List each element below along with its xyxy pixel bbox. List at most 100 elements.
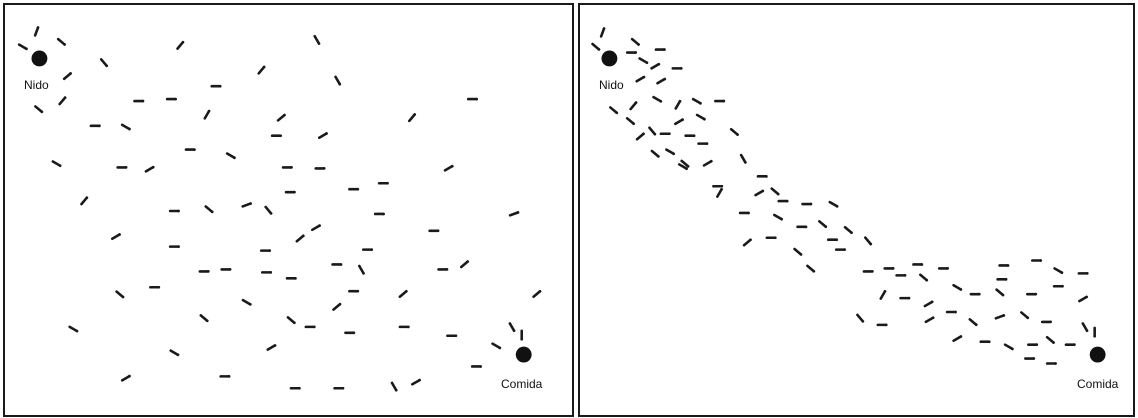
ant-icon bbox=[283, 166, 293, 169]
ant-icon bbox=[636, 132, 645, 140]
ants-random-layer bbox=[5, 5, 572, 415]
ant-icon bbox=[656, 48, 666, 51]
ant-icon bbox=[774, 214, 784, 221]
ant-icon bbox=[779, 200, 789, 203]
ant-icon bbox=[258, 65, 266, 74]
ant-icon bbox=[52, 160, 62, 167]
ant-icon bbox=[998, 278, 1008, 281]
ant-icon bbox=[971, 293, 981, 296]
ant-icon bbox=[666, 148, 676, 155]
ant-icon bbox=[200, 270, 210, 273]
ant-icon bbox=[379, 182, 389, 185]
ant-icon bbox=[675, 118, 685, 125]
ant-icon bbox=[913, 263, 923, 266]
ant-icon bbox=[242, 202, 252, 208]
ant-icon bbox=[150, 286, 160, 289]
ant-icon bbox=[222, 268, 232, 271]
ant-icon bbox=[34, 26, 40, 36]
ant-icon bbox=[468, 98, 478, 101]
ant-icon bbox=[836, 248, 846, 251]
ant-icon bbox=[626, 117, 635, 125]
ant-icon bbox=[447, 334, 457, 337]
ant-icon bbox=[897, 274, 907, 277]
ant-icon bbox=[272, 134, 282, 137]
ant-icon bbox=[1082, 323, 1089, 333]
ant-icon bbox=[261, 249, 271, 252]
ant-icon bbox=[349, 188, 359, 191]
ant-icon bbox=[864, 270, 874, 273]
ant-icon bbox=[314, 36, 321, 46]
ant-icon bbox=[170, 349, 180, 356]
ant-icon bbox=[145, 165, 155, 172]
ant-icon bbox=[205, 205, 214, 213]
ant-icon bbox=[69, 326, 79, 333]
ant-icon bbox=[91, 124, 101, 127]
ant-icon bbox=[399, 289, 408, 297]
food-label: Comida bbox=[1077, 378, 1118, 390]
ant-icon bbox=[919, 274, 928, 282]
ant-icon bbox=[335, 387, 345, 390]
food-marker bbox=[1090, 347, 1106, 363]
ant-icon bbox=[609, 106, 618, 114]
ant-icon bbox=[600, 27, 606, 37]
ant-icon bbox=[828, 238, 838, 241]
ant-icon bbox=[112, 233, 122, 240]
ant-icon bbox=[212, 85, 222, 88]
ant-icon bbox=[167, 98, 177, 101]
ant-icon bbox=[291, 387, 301, 390]
ant-icon bbox=[829, 201, 839, 208]
ant-icon bbox=[771, 188, 780, 196]
ant-icon bbox=[170, 245, 180, 248]
ant-icon bbox=[1027, 293, 1037, 296]
ant-icon bbox=[306, 325, 316, 328]
ant-icon bbox=[333, 263, 343, 266]
ant-icon bbox=[878, 323, 888, 326]
ant-icon bbox=[460, 260, 469, 268]
ant-icon bbox=[803, 203, 813, 206]
ant-icon bbox=[715, 100, 725, 103]
ant-icon bbox=[533, 289, 542, 297]
food-label: Comida bbox=[501, 378, 542, 390]
ant-icon bbox=[333, 302, 342, 310]
ant-icon bbox=[639, 57, 649, 64]
ant-icon bbox=[277, 113, 286, 121]
ant-icon bbox=[1032, 259, 1042, 262]
ant-icon bbox=[296, 234, 305, 242]
ant-icon bbox=[675, 99, 682, 109]
ant-icon bbox=[262, 271, 272, 274]
ant-icon bbox=[1020, 311, 1029, 319]
ant-icon bbox=[221, 375, 231, 378]
ant-icon bbox=[901, 297, 911, 300]
ant-icon bbox=[798, 225, 808, 228]
ant-icon bbox=[924, 300, 934, 307]
ant-icon bbox=[636, 75, 646, 82]
ant-icon bbox=[981, 340, 991, 343]
ant-icon bbox=[1079, 272, 1089, 275]
ant-icon bbox=[121, 374, 131, 381]
ant-icon bbox=[996, 289, 1005, 297]
ant-icon bbox=[1079, 295, 1089, 302]
ant-icon bbox=[204, 109, 211, 119]
ant-icon bbox=[265, 206, 273, 215]
ant-icon bbox=[1046, 336, 1055, 344]
ant-icon bbox=[856, 314, 864, 323]
ant-icon bbox=[696, 114, 706, 121]
ant-icon bbox=[925, 316, 935, 323]
ant-icon bbox=[627, 51, 637, 54]
panel-random-search: Nido Comida bbox=[3, 3, 574, 417]
ant-icon bbox=[334, 76, 341, 86]
ant-icon bbox=[716, 187, 723, 197]
ant-icon bbox=[657, 77, 667, 84]
ant-icon bbox=[1066, 343, 1076, 346]
ant-icon bbox=[509, 323, 516, 333]
ant-icon bbox=[472, 365, 482, 368]
ant-icon bbox=[885, 267, 895, 270]
ant-icon bbox=[430, 229, 440, 232]
ant-icon bbox=[953, 284, 963, 291]
ant-icon bbox=[121, 124, 131, 131]
ant-icon bbox=[135, 100, 145, 103]
ant-icon bbox=[1028, 343, 1038, 346]
ant-icon bbox=[947, 311, 957, 314]
ant-icon bbox=[319, 132, 329, 139]
ant-icon bbox=[1025, 357, 1035, 360]
